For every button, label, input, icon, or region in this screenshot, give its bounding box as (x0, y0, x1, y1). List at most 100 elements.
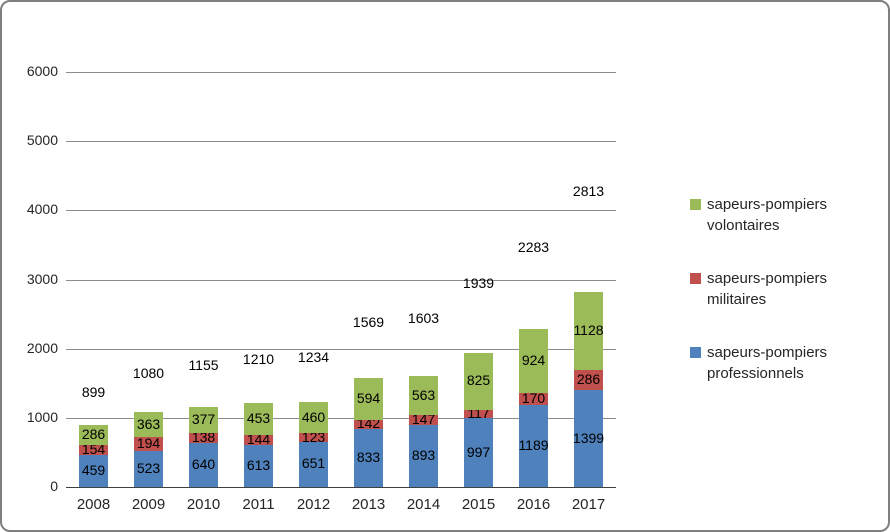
segment-value-label: 924 (521, 352, 546, 369)
x-axis-category-label: 2016 (516, 496, 551, 513)
bar-segment-militaires (464, 409, 493, 419)
total-value-label: 2283 (517, 238, 550, 255)
bar-segment-volontaires (409, 376, 438, 416)
legend-item: sapeurs-pompiers volontaires (690, 194, 827, 236)
segment-value-label: 460 (301, 408, 326, 425)
bar-segment-professionnels (519, 404, 548, 487)
x-axis-category-label: 2014 (406, 496, 441, 513)
bar-segment-volontaires (299, 401, 328, 434)
segment-value-label: 1128 (573, 322, 604, 339)
bar-segment-militaires (409, 415, 438, 426)
bar-segment-volontaires (244, 403, 273, 435)
bar-segment-militaires (244, 434, 273, 445)
total-value-label: 1569 (352, 313, 385, 330)
segment-value-label: 523 (136, 459, 161, 476)
total-value-label: 1080 (132, 364, 165, 381)
bar-segment-militaires (299, 433, 328, 442)
bar-segment-militaires (79, 444, 108, 456)
total-value-label: 1603 (407, 310, 440, 327)
y-axis-tick-label: 3000 (26, 270, 58, 287)
segment-value-label: 453 (246, 409, 271, 426)
legend-item: sapeurs-pompiers professionnels (690, 342, 827, 384)
bar-segment-volontaires (134, 412, 163, 438)
legend-swatch-icon (690, 273, 701, 284)
gridline (66, 141, 616, 143)
x-axis-category-label: 2009 (131, 496, 166, 513)
segment-value-label: 194 (136, 435, 161, 452)
legend-label: sapeurs-pompiers professionnels (707, 344, 828, 382)
y-axis-tick-label: 1000 (26, 408, 58, 425)
bar-segment-professionnels (134, 450, 163, 487)
y-axis-tick-label: 4000 (26, 201, 58, 218)
segment-value-label: 1399 (572, 429, 605, 446)
segment-value-label: 997 (466, 443, 491, 460)
segment-value-label: 286 (81, 425, 106, 442)
y-axis-tick-label: 5000 (26, 132, 58, 149)
segment-value-label: 833 (356, 449, 381, 466)
segment-value-label: 459 (81, 462, 106, 479)
legend-label: sapeurs-pompiers volontaires (707, 196, 828, 234)
segment-value-label: 154 (81, 440, 106, 457)
total-value-label: 1155 (188, 356, 219, 373)
segment-value-label: 594 (356, 390, 381, 407)
x-axis-category-label: 2010 (186, 496, 221, 513)
total-value-label: 1234 (297, 348, 330, 365)
segment-value-label: 563 (411, 386, 436, 403)
segment-value-label: 377 (191, 411, 216, 428)
segment-value-label: 170 (521, 389, 546, 406)
bar-segment-professionnels (464, 418, 493, 487)
legend-swatch-icon (690, 347, 701, 358)
gridline (66, 210, 616, 212)
gridline (66, 279, 616, 281)
segment-value-label: 893 (411, 447, 436, 464)
x-axis-line (66, 487, 616, 488)
bar-segment-professionnels (189, 442, 218, 487)
bar-segment-professionnels (354, 429, 383, 487)
x-axis-category-label: 2015 (461, 496, 496, 513)
segment-value-label: 1189 (518, 436, 549, 453)
y-axis-tick-label: 6000 (26, 63, 58, 79)
legend-label: sapeurs-pompiers militaires (707, 270, 828, 308)
segment-value-label: 363 (136, 415, 161, 432)
gridline (66, 348, 616, 350)
x-axis-category-label: 2011 (242, 496, 275, 513)
y-axis-tick-label: 2000 (26, 339, 58, 356)
bar-segment-militaires (519, 393, 548, 405)
segment-value-label: 286 (576, 371, 601, 388)
legend-swatch-icon (690, 199, 701, 210)
x-axis-category-label: 2012 (296, 496, 331, 513)
bar-segment-militaires (354, 419, 383, 430)
bar-segment-volontaires (79, 424, 108, 445)
bar-segment-professionnels (409, 425, 438, 487)
segment-value-label: 825 (466, 372, 491, 389)
bar-segment-militaires (574, 370, 603, 391)
bar-segment-professionnels (574, 390, 603, 487)
bar-segment-militaires (189, 433, 218, 443)
x-axis-category-label: 2008 (76, 496, 111, 513)
y-axis-tick-label: 0 (50, 478, 58, 494)
total-value-label: 1939 (462, 274, 495, 291)
x-axis-category-label: 2017 (571, 496, 606, 513)
segment-value-label: 651 (301, 455, 326, 472)
segment-value-label: 147 (411, 411, 436, 428)
total-value-label: 2813 (572, 183, 605, 200)
legend-item: sapeurs-pompiers militaires (690, 268, 827, 310)
bar-segment-militaires (134, 437, 163, 451)
total-value-label: 899 (81, 383, 106, 400)
x-axis-category-label: 2013 (351, 496, 386, 513)
bar-segment-professionnels (79, 455, 108, 487)
bar-segment-volontaires (464, 352, 493, 410)
segment-value-label: 613 (246, 456, 271, 473)
bar-segment-professionnels (299, 441, 328, 487)
chart-legend: sapeurs-pompiers volontaires sapeurs-pompi… (690, 194, 827, 384)
bar-segment-volontaires (354, 378, 383, 420)
bar-segment-volontaires (574, 292, 603, 371)
total-value-label: 1210 (242, 351, 275, 368)
segment-value-label: 640 (191, 455, 216, 472)
bar-segment-volontaires (519, 329, 548, 393)
bar-segment-professionnels (244, 444, 273, 487)
gridline (66, 417, 616, 419)
gridline (66, 72, 616, 73)
bar-segment-volontaires (189, 407, 218, 434)
